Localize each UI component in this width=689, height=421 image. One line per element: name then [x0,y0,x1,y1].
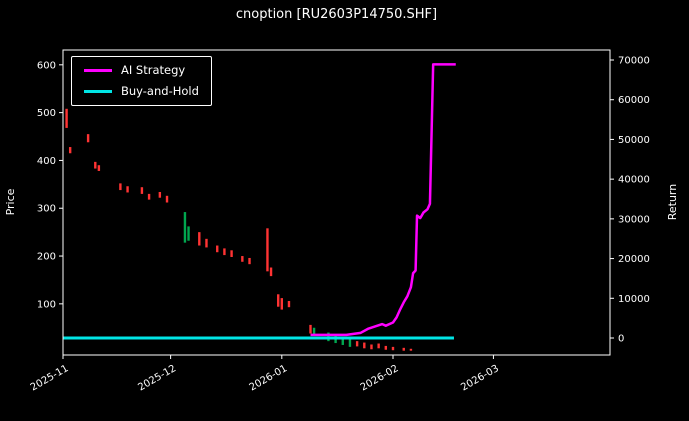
candle-down [126,186,129,193]
candle-down [147,193,151,200]
candle-down [309,324,312,334]
x-tick-label: 2026-02 [359,363,401,393]
candle-down [158,191,162,198]
right-tick-label: 10000 [618,294,650,305]
candle-down [230,250,233,257]
right-tick-label: 70000 [618,56,650,67]
right-tick-label: 50000 [618,135,650,146]
right-axis-label: Return [666,184,679,221]
candle-down [68,147,72,154]
candle-down [402,347,405,351]
legend: AI Strategy Buy-and-Hold [71,56,212,106]
candle-down [384,345,388,350]
candle-down [248,257,251,265]
candle-down [409,348,413,351]
candle-down [198,232,201,246]
candle-up [348,339,352,347]
x-tick-label: 2025-11 [29,363,71,393]
candle-down [280,298,283,310]
left-tick-label: 300 [37,204,56,215]
candle-down [377,343,380,349]
candle-down [269,267,273,277]
candle-down [119,183,122,191]
candle-up [312,327,316,335]
series-line [310,63,456,337]
ai-strategy-line-swatch [84,69,112,73]
candle-down [363,342,366,349]
plot-frame [62,49,611,356]
left-tick-label: 200 [37,252,56,263]
candle-down [277,294,280,307]
legend-item-ai-strategy: AI Strategy [84,63,199,77]
left-axis-label: Price [4,188,17,215]
right-tick-label: 60000 [618,95,650,106]
candle-down [287,300,291,308]
candle-down [140,187,144,194]
right-tick-label: 20000 [618,254,650,265]
candle-up [341,337,344,345]
candle-down [216,245,219,253]
right-tick-label: 0 [618,334,624,345]
x-tick-label: 2026-03 [459,363,501,393]
candle-down [97,165,101,171]
left-tick-label: 100 [37,299,56,310]
candle-down [94,161,97,169]
legend-label-ai-strategy: AI Strategy [121,63,186,77]
x-tick-label: 2026-01 [248,363,290,393]
right-tick-label: 30000 [618,214,650,225]
candle-down [370,344,373,350]
candle-down [266,228,269,272]
legend-item-buy-and-hold: Buy-and-Hold [84,83,199,98]
candle-down [223,248,226,256]
candle-down [205,238,208,248]
candle-down [391,346,395,351]
left-tick-label: 500 [37,108,56,119]
candle-down [165,195,169,203]
candle-down [241,256,244,262]
left-tick-label: 600 [37,60,56,71]
legend-label-buy-and-hold: Buy-and-Hold [121,83,199,98]
candle-up [187,226,190,241]
chart-title: cnoption [RU2603P14750.SHF] [235,7,438,22]
x-tick-label: 2025-12 [136,363,178,393]
candle-up [183,212,187,243]
right-tick-label: 40000 [618,175,650,186]
left-tick-label: 400 [37,156,56,167]
buy-and-hold-line-swatch [84,89,112,93]
candle-down [65,108,68,128]
candle-down [86,134,90,143]
candle-down [355,341,359,347]
